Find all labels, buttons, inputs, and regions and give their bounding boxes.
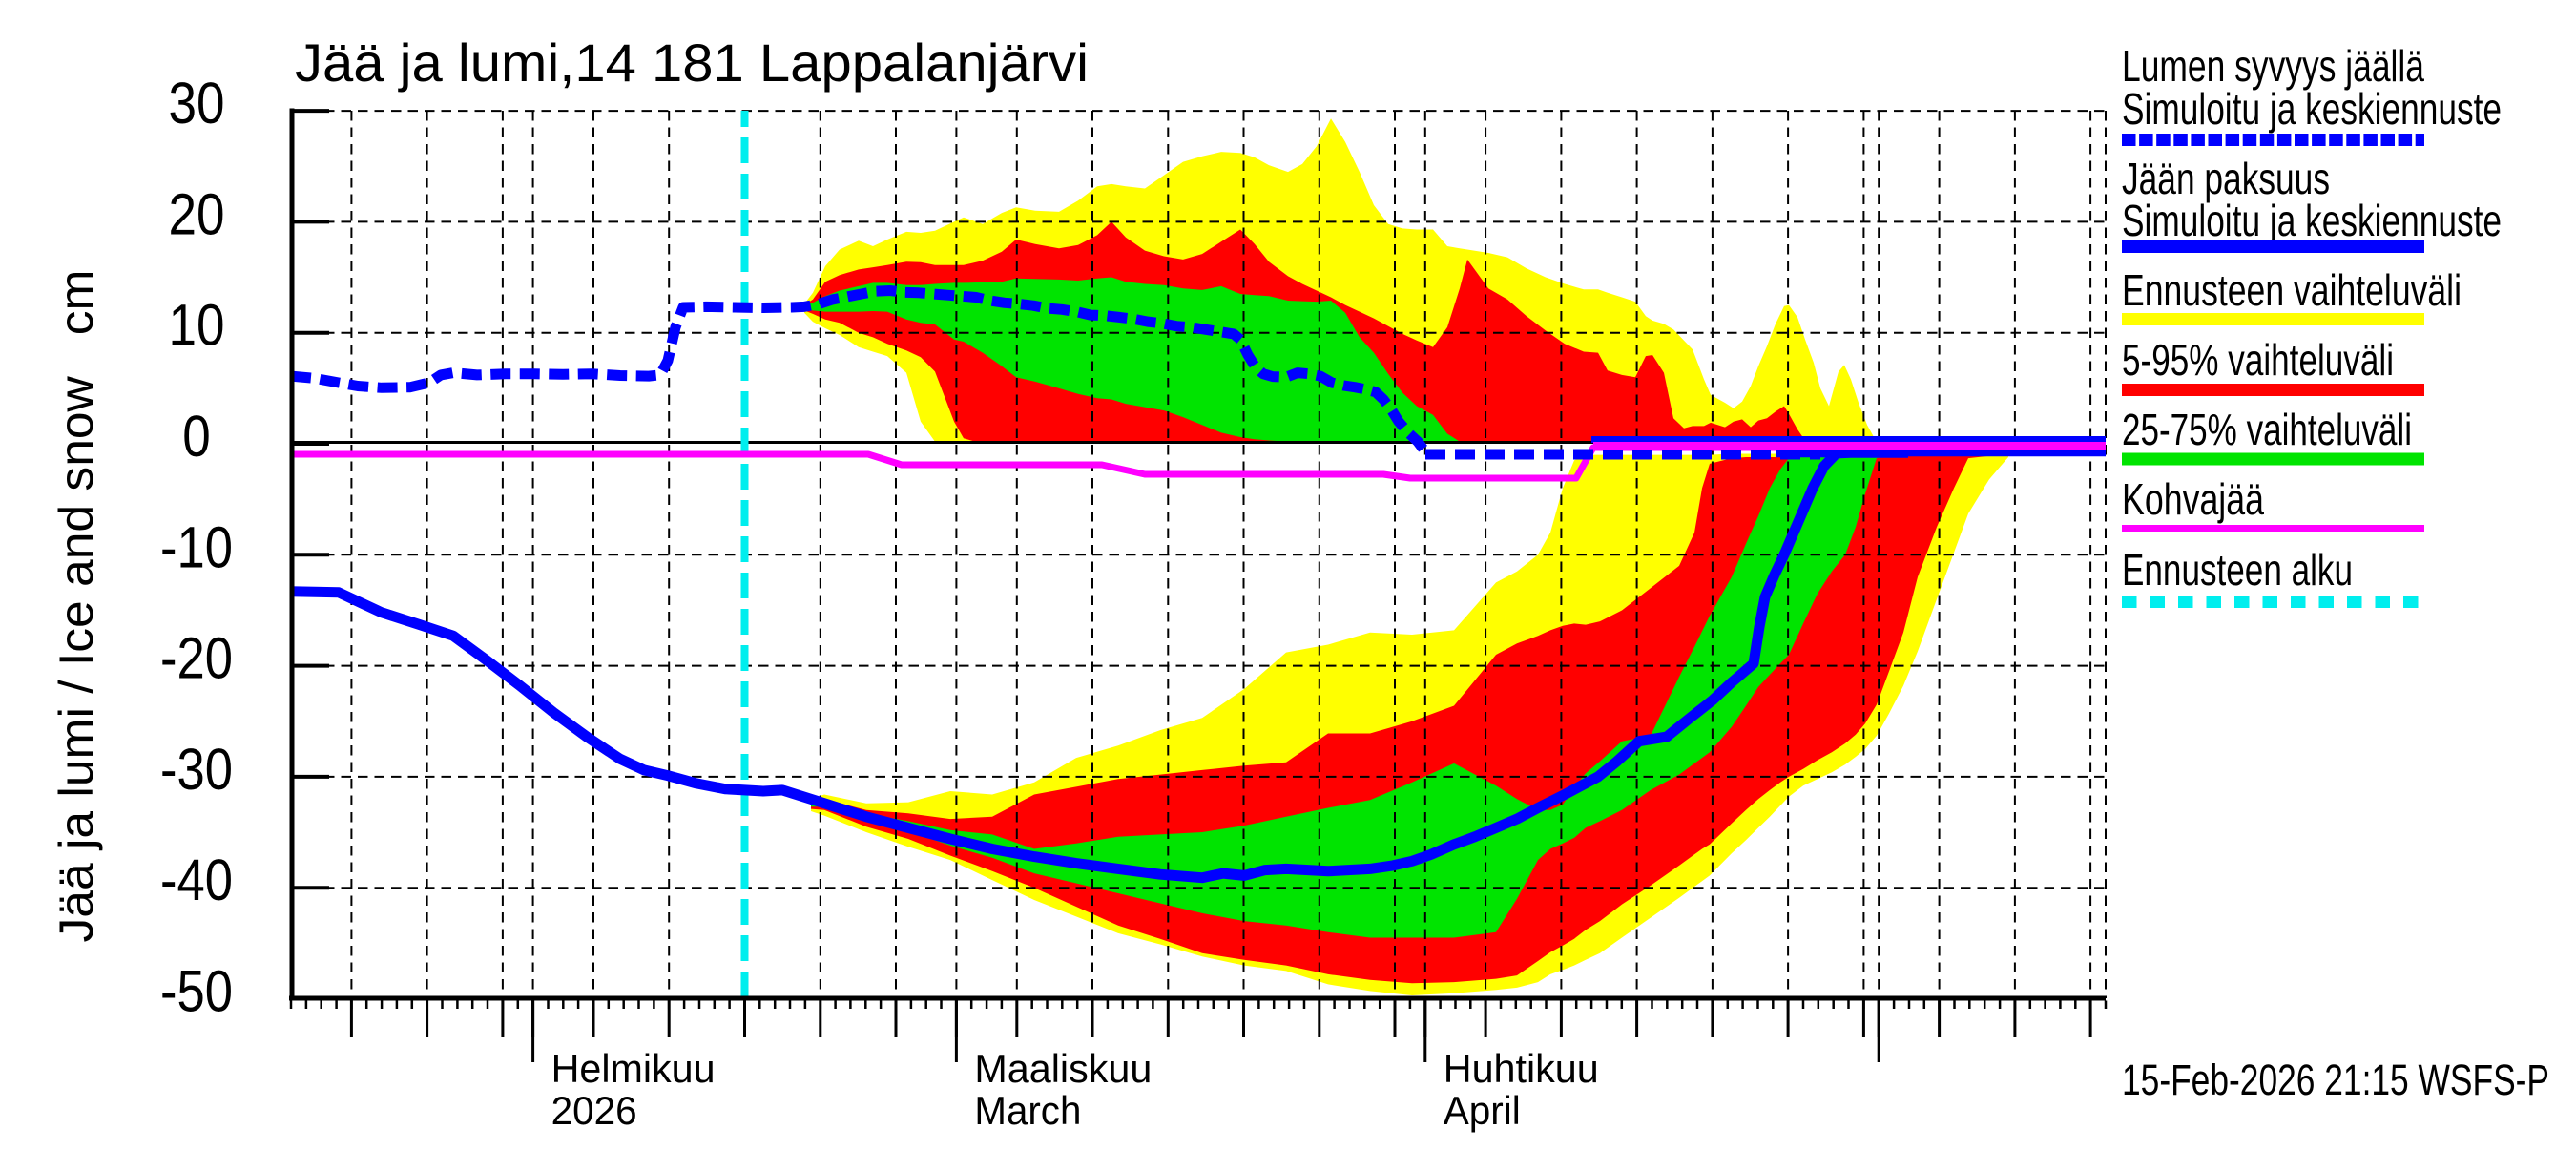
svg-text:5-95% vaihteluväli: 5-95% vaihteluväli: [2122, 335, 2394, 385]
svg-text:Ennusteen vaihteluväli: Ennusteen vaihteluväli: [2122, 265, 2462, 315]
svg-text:25-75% vaihteluväli: 25-75% vaihteluväli: [2122, 405, 2412, 454]
svg-text:10: 10: [169, 293, 225, 358]
svg-text:30: 30: [169, 71, 225, 136]
svg-text:-50: -50: [160, 959, 233, 1024]
svg-text:March: March: [974, 1088, 1081, 1133]
svg-text:Maaliskuu: Maaliskuu: [974, 1046, 1152, 1091]
svg-text:Ennusteen alku: Ennusteen alku: [2122, 545, 2353, 595]
svg-text:Lumen syvyys jäällä: Lumen syvyys jäällä: [2122, 41, 2424, 91]
svg-text:-30: -30: [160, 737, 233, 802]
svg-text:Simuloitu ja keskiennuste: Simuloitu ja keskiennuste: [2122, 196, 2502, 245]
svg-text:Jään paksuus: Jään paksuus: [2122, 154, 2330, 203]
svg-text:Jää ja lumi,14 181 Lappalanjär: Jää ja lumi,14 181 Lappalanjärvi: [295, 32, 1089, 93]
svg-text:-10: -10: [160, 514, 233, 579]
svg-text:Jää ja lumi / Ice and snow c: Jää ja lumi / Ice and snow cm: [50, 270, 103, 943]
svg-text:Simuloitu ja keskiennuste: Simuloitu ja keskiennuste: [2122, 84, 2502, 134]
svg-text:15-Feb-2026 21:15 WSFS-P: 15-Feb-2026 21:15 WSFS-P: [2122, 1056, 2549, 1104]
svg-text:20: 20: [169, 181, 225, 246]
svg-text:-40: -40: [160, 847, 233, 912]
svg-text:0: 0: [182, 404, 211, 469]
svg-text:Helmikuu: Helmikuu: [551, 1046, 716, 1091]
svg-text:-20: -20: [160, 626, 233, 691]
svg-text:Huhtikuu: Huhtikuu: [1444, 1046, 1599, 1091]
svg-text:Kohvajää: Kohvajää: [2122, 474, 2264, 524]
svg-text:April: April: [1444, 1088, 1521, 1133]
svg-text:2026: 2026: [551, 1088, 637, 1133]
